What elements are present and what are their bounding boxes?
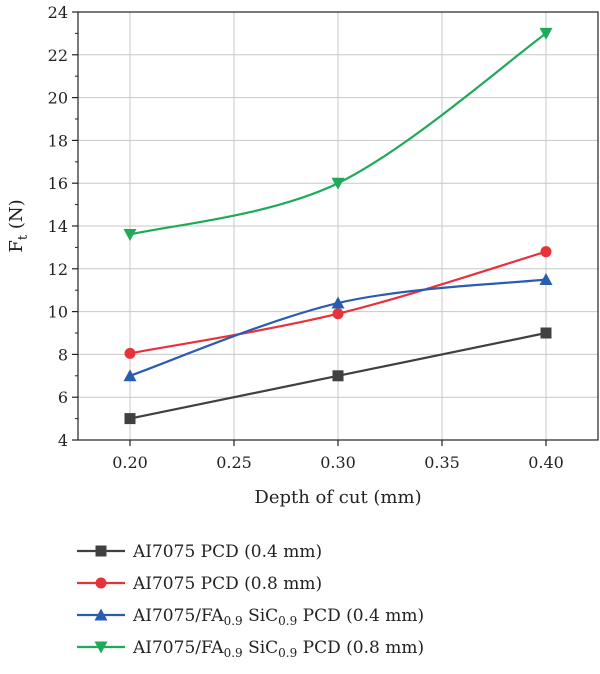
legend-label-part: 0.9 — [278, 614, 297, 628]
y-axis-title-sub: t — [16, 234, 31, 240]
legend-label-2: AI7075/FA0.9 SiC0.9 PCD (0.4 mm) — [132, 606, 424, 628]
legend: AI7075 PCD (0.4 mm) AI7075 PCD (0.8 mm) AI… — [77, 542, 424, 660]
series-3-point-0 — [123, 229, 137, 242]
series-0-point-0 — [124, 413, 136, 425]
y-tick-label-3: 10 — [48, 303, 68, 322]
series-1-point-0 — [124, 347, 136, 359]
x-tick-label-0: 0.20 — [112, 453, 148, 472]
legend-label-part: SiC — [243, 606, 279, 626]
legend-item-0: AI7075 PCD (0.4 mm) — [77, 542, 322, 562]
series-0-point-2 — [540, 327, 552, 339]
legend-label-part: SiC — [243, 638, 279, 658]
legend-item-2: AI7075/FA0.9 SiC0.9 PCD (0.4 mm) — [77, 606, 424, 628]
series-1-point-2 — [540, 246, 552, 258]
y-tick-label-10: 24 — [48, 3, 68, 22]
series-1 — [124, 246, 552, 359]
y-tick-label-0: 4 — [58, 431, 68, 450]
x-axis-title: Depth of cut (mm) — [254, 487, 421, 508]
x-tick-label-4: 0.40 — [528, 453, 564, 472]
legend-label-part: 0.9 — [278, 646, 297, 660]
series-0 — [124, 327, 552, 425]
series-3-point-2 — [539, 27, 553, 40]
y-tick-label-6: 16 — [48, 174, 68, 193]
legend-label-part: AI7075 PCD (0.4 mm) — [132, 542, 322, 562]
series-layer — [123, 27, 553, 425]
legend-label-part: AI7075/FA — [132, 606, 224, 626]
series-3 — [123, 27, 553, 242]
legend-swatch-marker-0 — [95, 545, 107, 557]
x-tick-label-3: 0.35 — [424, 453, 460, 472]
y-axis-title-main: F — [6, 240, 27, 253]
series-2-point-2 — [539, 273, 553, 285]
y-tick-label-9: 22 — [48, 46, 68, 65]
legend-item-1: AI7075 PCD (0.8 mm) — [77, 574, 322, 594]
legend-label-part: AI7075 PCD (0.8 mm) — [132, 574, 322, 594]
series-3-point-1 — [331, 177, 345, 190]
series-2-point-0 — [123, 369, 137, 382]
legend-label-3: AI7075/FA0.9 SiC0.9 PCD (0.8 mm) — [132, 638, 424, 660]
legend-label-part: PCD (0.8 mm) — [297, 638, 424, 658]
legend-swatch-marker-3 — [94, 641, 108, 654]
ticks-layer: 0.20 0.25 0.30 0.35 0.40 4 6 8 10 12 14 16 18 20 22 24 — [48, 3, 564, 472]
y-tick-label-1: 6 — [58, 388, 68, 407]
y-tick-label-8: 20 — [48, 89, 68, 108]
legend-swatch-marker-2 — [94, 608, 108, 621]
x-tick-label-2: 0.30 — [320, 453, 356, 472]
y-axis-title-unit: (N) — [6, 199, 27, 235]
y-axis-title: Ft (N) — [6, 199, 31, 252]
x-tick-label-1: 0.25 — [216, 453, 252, 472]
legend-label-part: 0.9 — [224, 646, 243, 660]
legend-label-part: AI7075/FA — [132, 638, 224, 658]
legend-label-part: 0.9 — [224, 614, 243, 628]
series-2 — [123, 273, 553, 382]
y-tick-label-5: 14 — [48, 217, 68, 236]
series-1-point-1 — [332, 308, 344, 320]
y-tick-label-2: 8 — [58, 345, 68, 364]
y-tick-label-7: 18 — [48, 131, 68, 150]
series-2-point-1 — [331, 296, 345, 309]
legend-label-part: PCD (0.4 mm) — [297, 606, 424, 626]
legend-swatch-marker-1 — [95, 577, 107, 589]
y-tick-label-4: 12 — [48, 260, 68, 279]
legend-label-0: AI7075 PCD (0.4 mm) — [132, 542, 322, 562]
series-0-point-1 — [332, 370, 344, 382]
legend-label-1: AI7075 PCD (0.8 mm) — [132, 574, 322, 594]
legend-item-3: AI7075/FA0.9 SiC0.9 PCD (0.8 mm) — [77, 638, 424, 660]
